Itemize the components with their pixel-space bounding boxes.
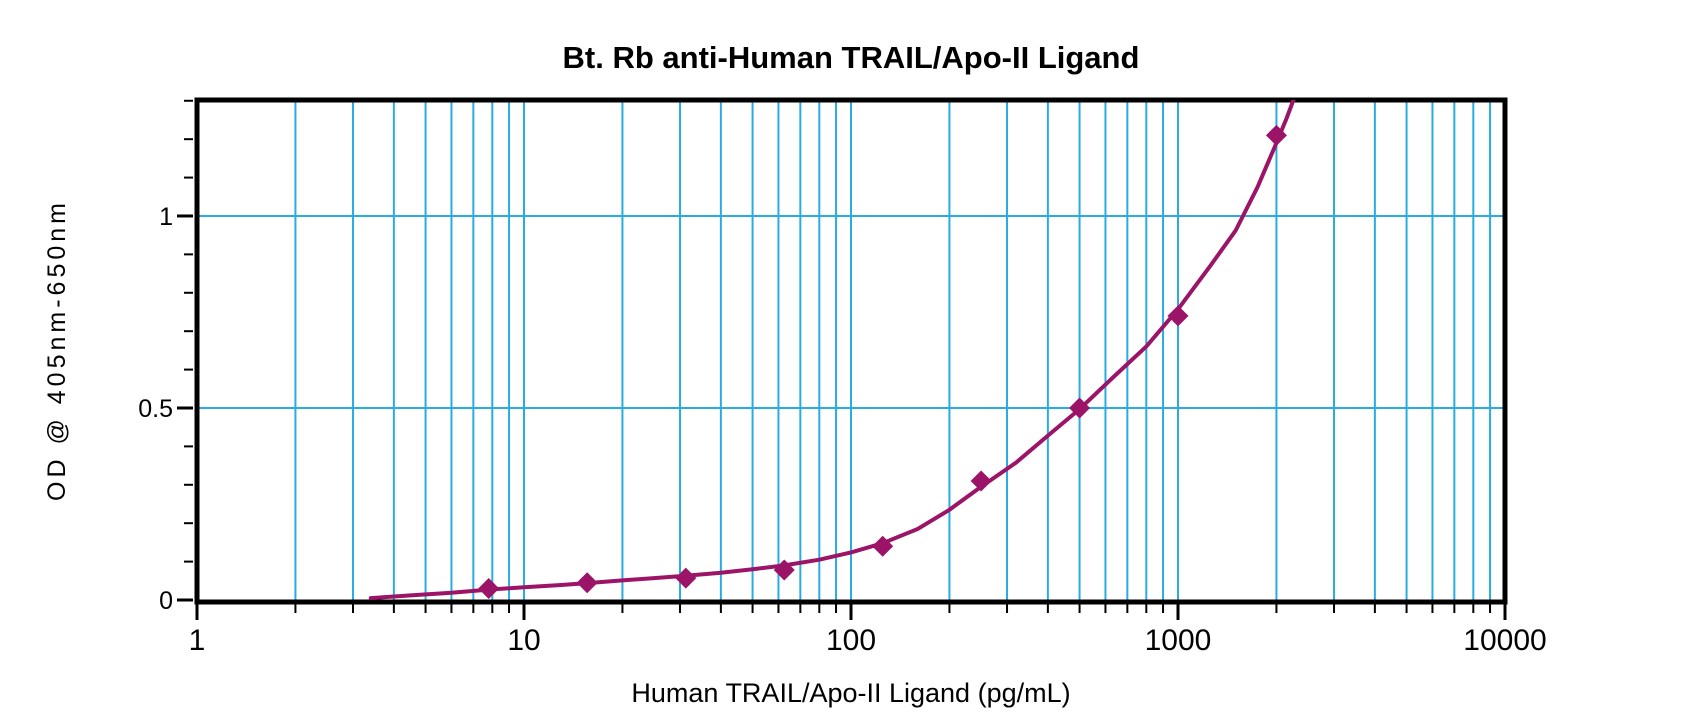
data-point-diamond: [970, 470, 992, 492]
x-axis-label: Human TRAIL/Apo-II Ligand (pg/mL): [631, 678, 1071, 708]
data-point-diamond: [773, 559, 795, 581]
data-point-diamond: [576, 572, 598, 594]
x-tick-label: 100: [826, 624, 876, 657]
plot-border: [194, 97, 1508, 605]
data-point-diamond: [478, 577, 500, 599]
data-point-diamond: [1167, 305, 1189, 327]
data-point-diamond: [675, 567, 697, 589]
x-tick-label: 10: [507, 624, 540, 657]
data-point-diamond: [1069, 397, 1091, 419]
chart-title: Bt. Rb anti-Human TRAIL/Apo-II Ligand: [562, 40, 1140, 75]
y-tick-label: 1: [159, 203, 173, 231]
x-tick-label: 10000: [1463, 624, 1546, 657]
x-tick-label: 1: [189, 624, 206, 657]
x-tick-label: 1000: [1145, 624, 1212, 657]
data-point-diamond: [1265, 124, 1287, 146]
y-tick-label: 0: [159, 587, 173, 615]
y-tick-label: 0.5: [138, 395, 173, 423]
data-point-diamond: [872, 535, 894, 557]
